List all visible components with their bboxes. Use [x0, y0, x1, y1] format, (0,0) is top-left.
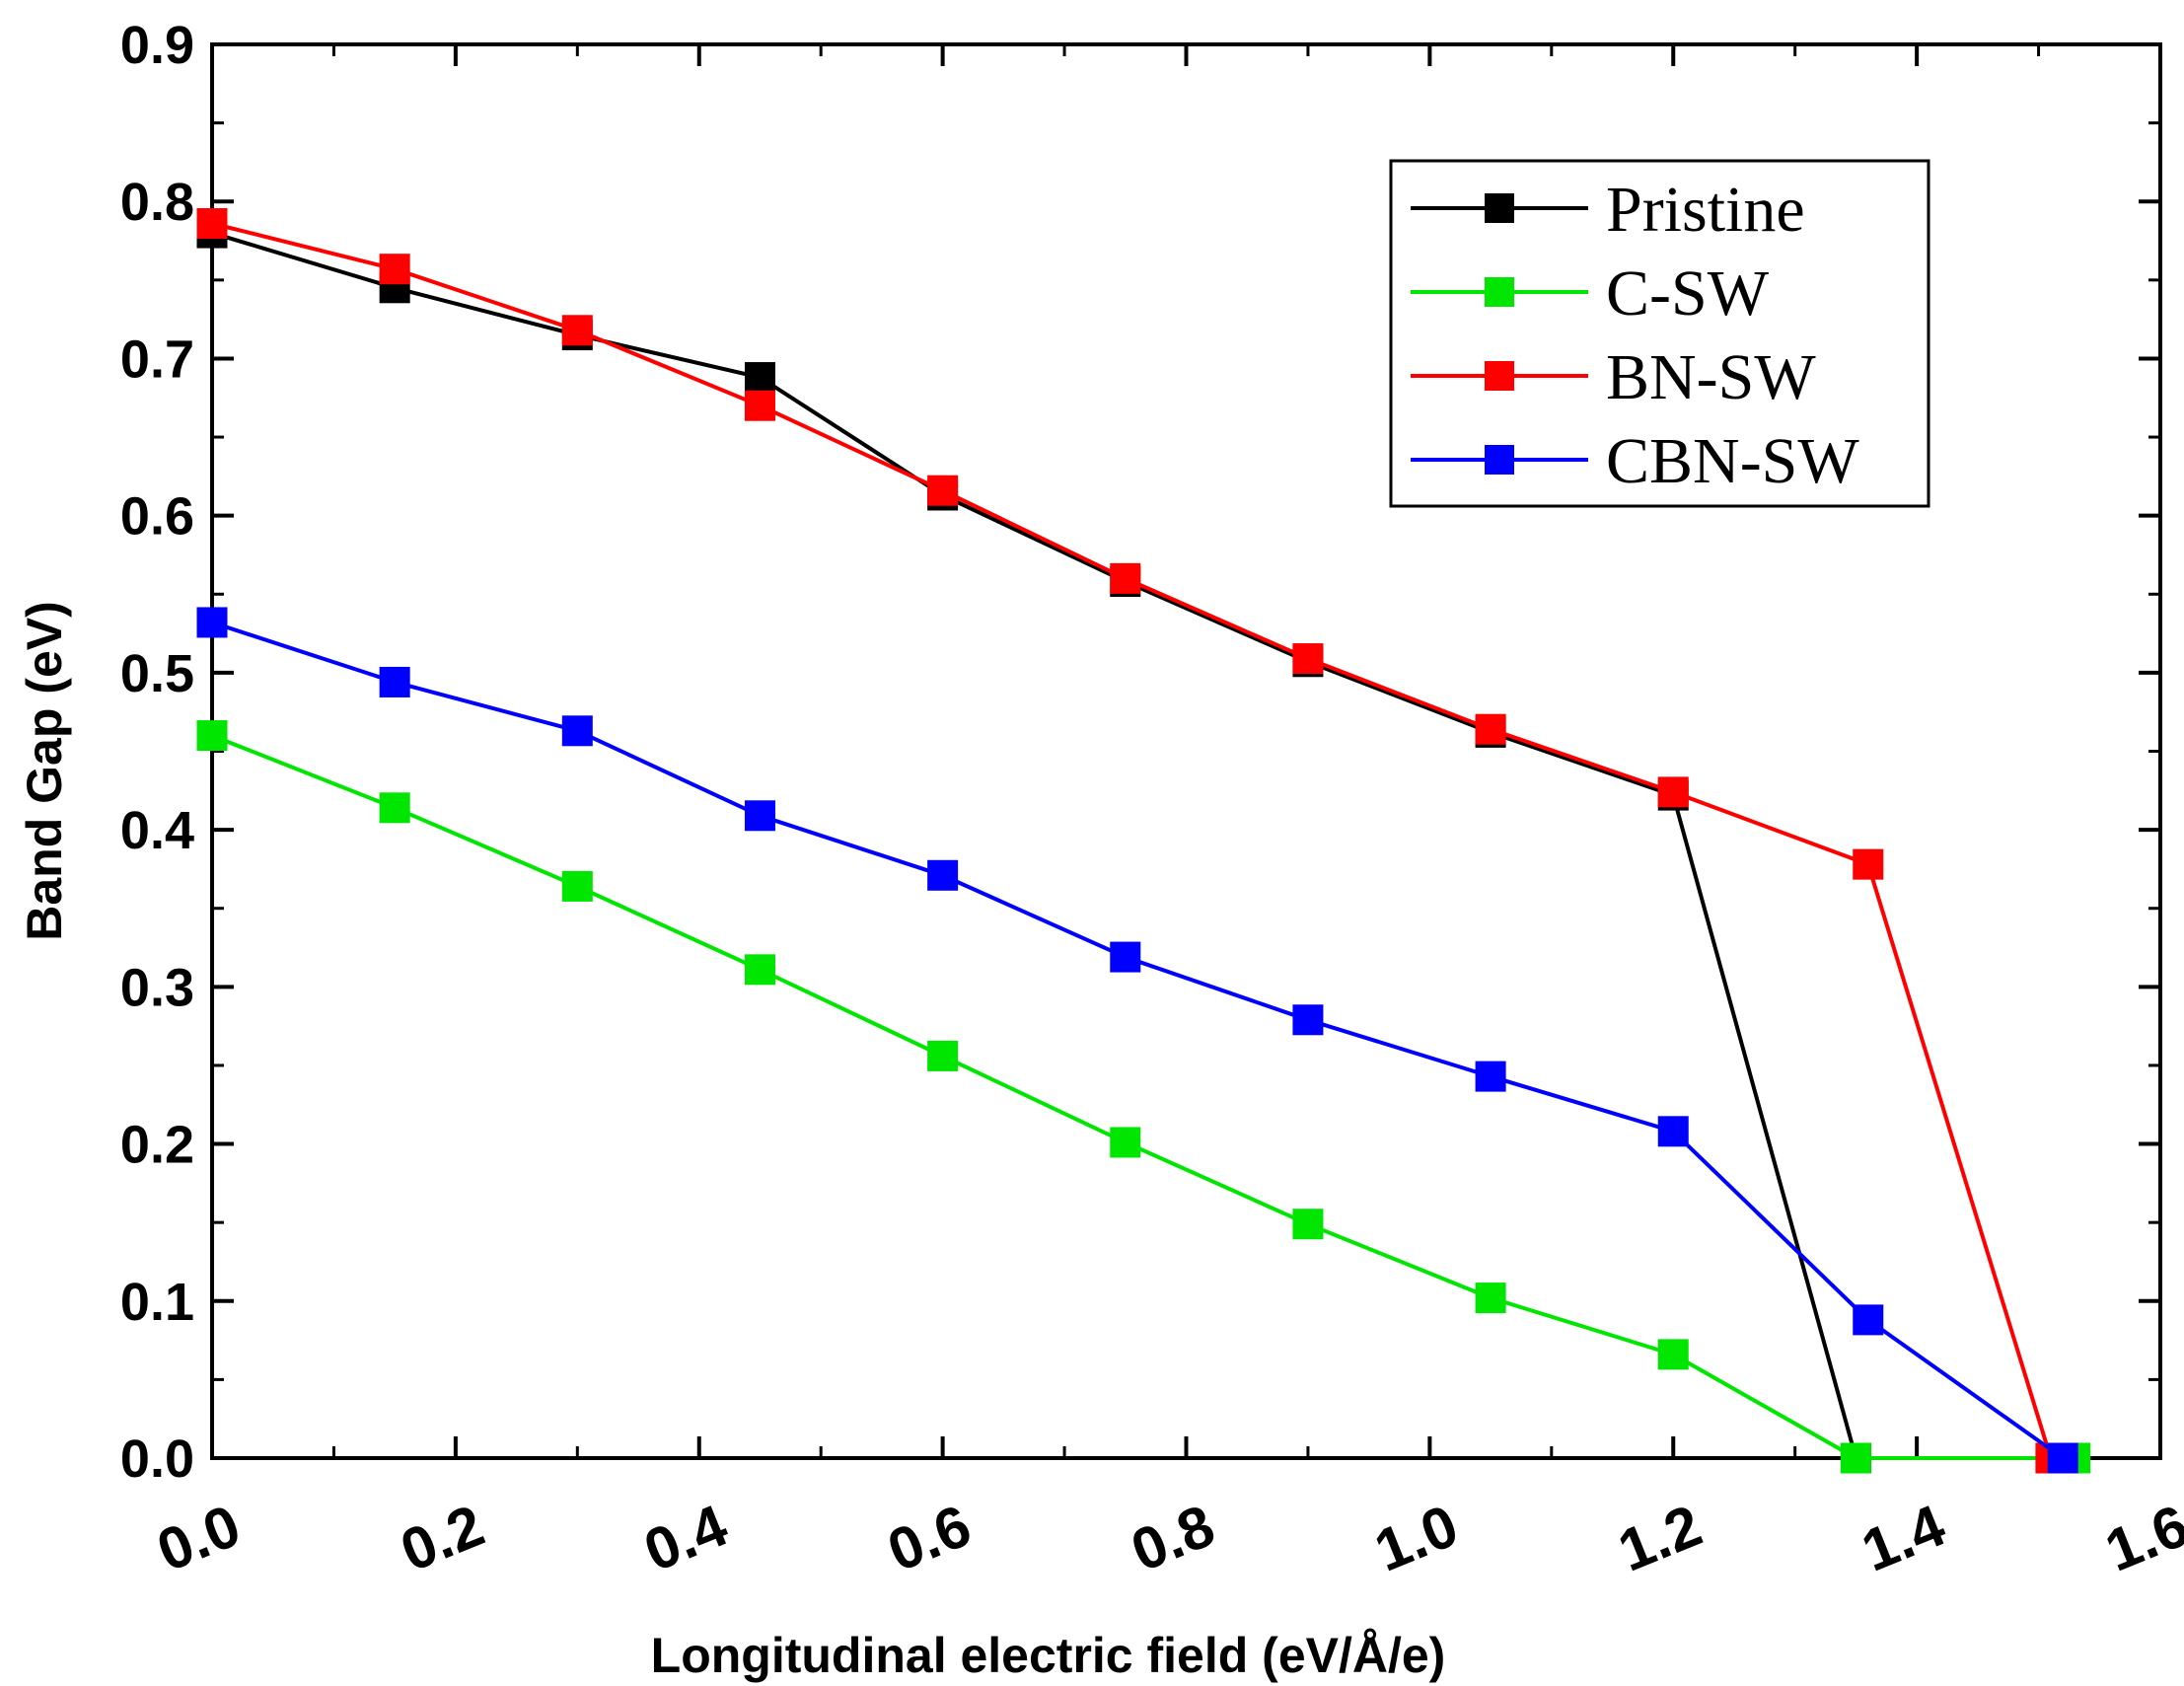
y-axis-label: Band Gap (eV): [17, 601, 72, 940]
series-cbn-sw: [196, 607, 2078, 1474]
data-point-cbn-sw: [196, 607, 228, 638]
y-tick-label: 0.3: [120, 958, 194, 1017]
x-tick-label: 1.6: [2096, 1492, 2184, 1583]
x-tick-label: 0.8: [1123, 1492, 1223, 1583]
data-point-cbn-sw: [561, 715, 593, 747]
y-tick-label: 0.9: [120, 16, 194, 75]
data-point-c-sw: [1657, 1339, 1689, 1370]
data-point-c-sw: [196, 720, 228, 752]
legend-entry-bn-sw: BN-SW: [1411, 341, 1816, 413]
data-point-bn-sw: [1657, 776, 1689, 808]
data-point-c-sw: [561, 870, 593, 902]
legend: Pristine C-SW BN-SW CBN-SW: [1389, 159, 1930, 508]
data-point-pristine: [744, 362, 775, 394]
x-tick-label: 1.4: [1853, 1492, 1954, 1584]
y-tick-label: 0.1: [120, 1273, 194, 1332]
legend-box: [1389, 159, 1930, 508]
series-line-pristine: [211, 231, 1858, 1459]
data-point-bn-sw: [927, 475, 959, 506]
legend-marker-bn-sw: [1485, 361, 1514, 391]
legend-label-pristine: Pristine: [1606, 174, 1805, 246]
data-point-cbn-sw: [927, 859, 959, 891]
legend-marker-pristine: [1485, 193, 1514, 223]
x-tick-label: 0.0: [148, 1492, 249, 1583]
series-line-c-sw: [211, 733, 2075, 1460]
legend-label-c-sw: C-SW: [1606, 257, 1770, 330]
data-point-bn-sw: [1475, 713, 1506, 745]
x-tick-label: 1.0: [1365, 1492, 1466, 1583]
x-tick-label: 0.2: [392, 1492, 492, 1583]
data-point-cbn-sw: [379, 666, 410, 697]
data-point-c-sw: [744, 954, 775, 986]
legend-entry-cbn-sw: CBN-SW: [1411, 425, 1859, 497]
legend-label-cbn-sw: CBN-SW: [1606, 425, 1859, 497]
data-point-bn-sw: [1110, 562, 1141, 594]
data-point-bn-sw: [561, 315, 593, 346]
data-point-cbn-sw: [1853, 1304, 1884, 1336]
legend-label-bn-sw: BN-SW: [1606, 341, 1816, 413]
legend-entry-c-sw: C-SW: [1411, 257, 1770, 330]
x-tick-label: 0.6: [879, 1492, 980, 1583]
data-point-bn-sw: [1853, 848, 1884, 880]
legend-entry-pristine: Pristine: [1411, 174, 1805, 246]
series-line-cbn-sw: [211, 620, 2065, 1460]
y-tick-label: 0.8: [120, 173, 194, 232]
data-point-bn-sw: [744, 390, 775, 421]
data-point-cbn-sw: [1110, 941, 1141, 973]
data-series: [196, 208, 2091, 1474]
data-point-cbn-sw: [1657, 1116, 1689, 1147]
y-tick-label: 0.7: [120, 330, 194, 389]
data-point-bn-sw: [196, 208, 228, 240]
data-point-c-sw: [1475, 1283, 1506, 1314]
y-tick-label: 0.2: [120, 1116, 194, 1175]
data-point-cbn-sw: [1475, 1061, 1506, 1092]
data-point-cbn-sw: [744, 800, 775, 832]
y-tick-label: 0.6: [120, 487, 194, 547]
data-point-bn-sw: [379, 254, 410, 285]
data-point-c-sw: [1110, 1127, 1141, 1158]
series-c-sw: [196, 720, 2091, 1474]
x-tick-label: 1.2: [1609, 1492, 1710, 1583]
data-point-c-sw: [379, 792, 410, 824]
x-axis-label: Longitudinal electric field (eV/Å/e): [651, 1628, 1446, 1683]
data-point-bn-sw: [1292, 643, 1324, 675]
x-tick-label: 0.4: [635, 1492, 737, 1584]
legend-marker-c-sw: [1485, 277, 1514, 307]
data-point-cbn-sw: [1292, 1004, 1324, 1036]
y-tick-label: 0.5: [120, 644, 194, 703]
data-point-c-sw: [1840, 1442, 1871, 1474]
legend-marker-cbn-sw: [1485, 445, 1514, 475]
data-point-c-sw: [1292, 1209, 1324, 1240]
data-point-cbn-sw: [2047, 1442, 2078, 1474]
data-point-c-sw: [927, 1040, 959, 1071]
y-tick-label: 0.0: [120, 1429, 194, 1489]
y-tick-label: 0.4: [120, 801, 194, 860]
